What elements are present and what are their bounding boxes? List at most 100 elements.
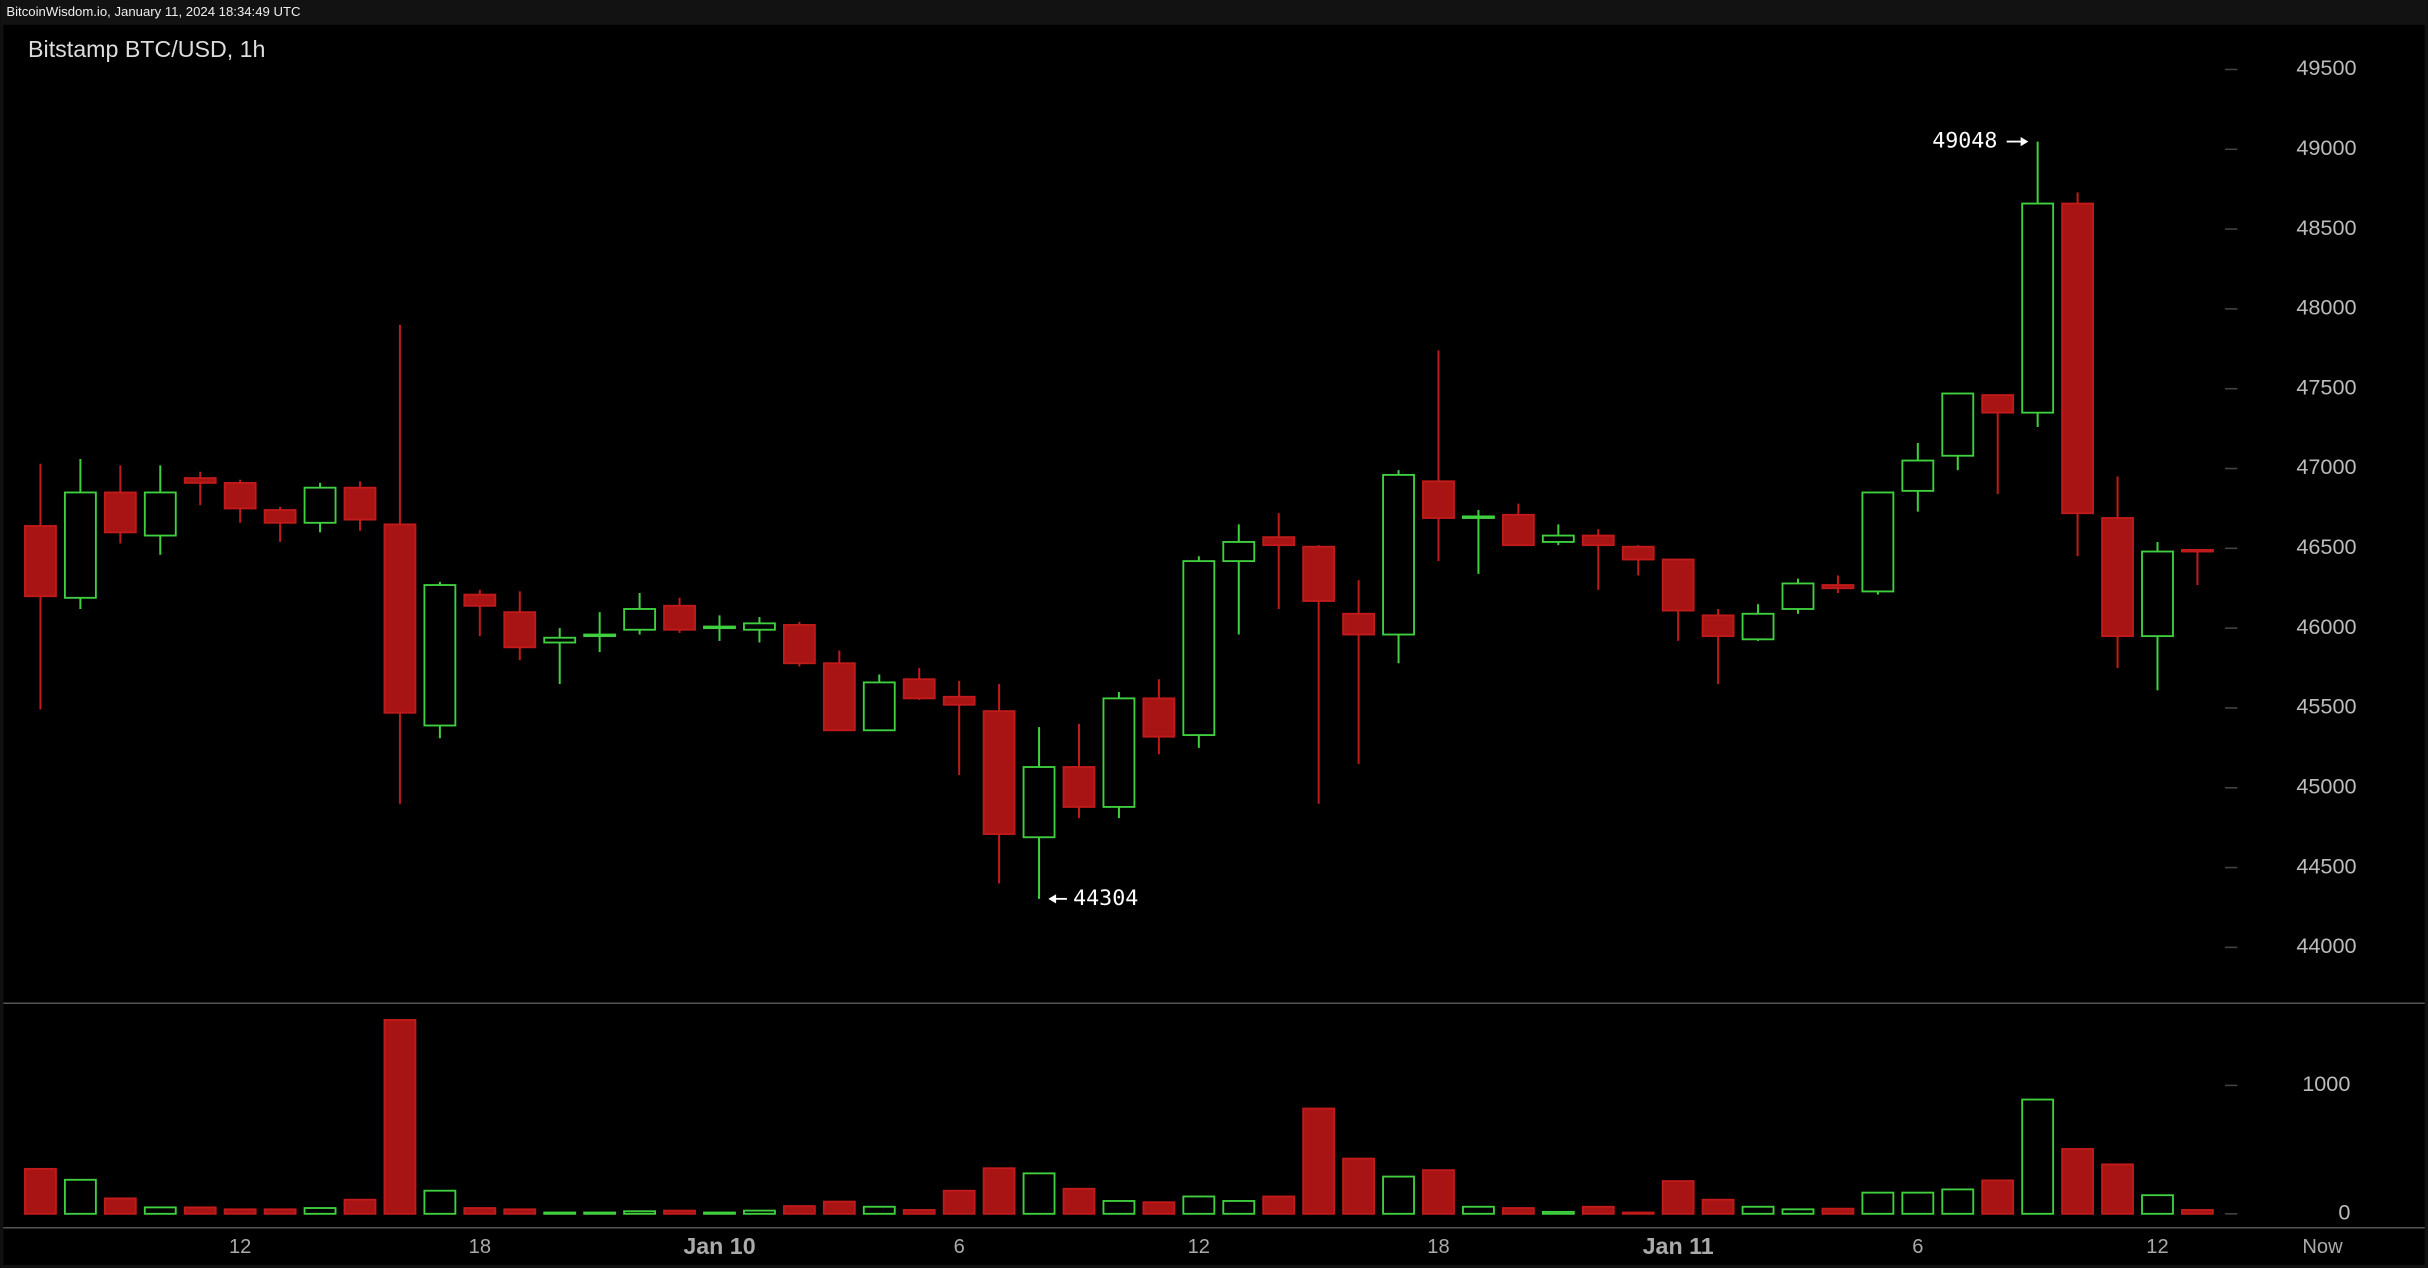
volume-bar: [1501, 1207, 1535, 1215]
candle-body: [463, 593, 497, 607]
volume-bar: [1222, 1200, 1256, 1215]
candle-body: [743, 622, 776, 631]
x-tick-label: 6: [954, 1236, 965, 1258]
y-tick-label: 45500: [2296, 694, 2356, 719]
candle-body: [1741, 612, 1775, 641]
candle-body: [2021, 202, 2055, 414]
volume-bar: [1142, 1201, 1176, 1215]
candle-body: [703, 625, 736, 630]
candle-body: [143, 491, 177, 537]
candle-body: [2141, 550, 2174, 638]
candle-body: [1581, 534, 1615, 547]
candle-body: [103, 491, 137, 534]
candle-body: [1222, 541, 1256, 563]
candle-body: [2101, 517, 2134, 638]
candle-body: [263, 509, 297, 524]
volume-bar: [1102, 1200, 1136, 1215]
candle-body: [982, 710, 1016, 835]
candle-body: [1861, 491, 1895, 593]
x-tick-label: Jan 11: [1643, 1233, 1714, 1259]
y-tick-label: 48500: [2296, 215, 2356, 240]
volume-bar: [24, 1167, 57, 1215]
volume-bar: [982, 1167, 1016, 1215]
volume-bar: [1062, 1187, 1096, 1215]
volume-bar: [2181, 1209, 2214, 1215]
volume-bar: [103, 1197, 137, 1215]
candle-body: [303, 486, 337, 524]
volume-bar: [143, 1206, 177, 1215]
volume-bar: [1661, 1180, 1695, 1215]
volume-tick-label: 1000: [2302, 1071, 2350, 1096]
candle-body: [1302, 545, 1336, 602]
x-tick-label: 12: [229, 1236, 251, 1258]
volume-bar: [583, 1211, 617, 1215]
x-tick-label: 12: [2146, 1236, 2168, 1258]
candle-body: [1541, 534, 1575, 543]
volume-bar: [1302, 1107, 1336, 1215]
candle-body: [2061, 202, 2095, 515]
candle-body: [1142, 697, 1176, 738]
volume-bar: [263, 1208, 297, 1215]
now-label: Now: [2302, 1236, 2343, 1258]
chart-title: Bitstamp BTC/USD, 1h: [28, 36, 265, 62]
y-tick-label: 47500: [2296, 374, 2356, 399]
y-tick-label: 44000: [2296, 933, 2356, 958]
arrow-head: [2020, 136, 2029, 147]
candle-body: [1981, 394, 2015, 414]
volume-bar: [1741, 1205, 1775, 1215]
volume-bar: [223, 1208, 257, 1215]
candle-body: [1901, 459, 1935, 492]
candle-body: [1701, 614, 1735, 638]
candle-body: [1422, 480, 1455, 519]
candle-body: [1661, 558, 1695, 612]
low-annotation: 44304: [1073, 886, 1138, 911]
volume-bar: [623, 1210, 657, 1215]
candle-body: [2181, 548, 2214, 553]
volume-bar: [503, 1208, 537, 1215]
x-tick-label: 12: [1188, 1236, 1210, 1258]
candle-body: [343, 486, 377, 521]
volume-bar: [1462, 1205, 1495, 1215]
candle-body: [822, 662, 856, 732]
x-tick-label: 6: [1912, 1236, 1923, 1258]
volume-bar: [1022, 1172, 1056, 1215]
volume-bar: [2061, 1148, 2095, 1215]
volume-bar: [303, 1207, 337, 1215]
volume-tick-label: 0: [2338, 1200, 2350, 1225]
candle-body: [1821, 584, 1855, 590]
candle-body: [1182, 560, 1216, 737]
candle-body: [623, 608, 657, 631]
volume-bar: [2141, 1194, 2174, 1215]
volume-bar: [1182, 1195, 1216, 1215]
volume-bar: [1861, 1191, 1895, 1215]
candle-body: [383, 523, 417, 714]
volume-bar: [1941, 1188, 1975, 1215]
candle-body: [63, 491, 97, 599]
volume-bar: [782, 1205, 816, 1215]
y-tick-label: 48000: [2296, 295, 2356, 320]
candle-body: [862, 681, 896, 732]
candle-body: [1342, 612, 1376, 636]
candle-body: [1501, 513, 1535, 547]
candle-body: [1262, 536, 1296, 547]
candle-body: [902, 678, 936, 700]
candle-body: [24, 525, 57, 598]
x-tick-label: 18: [469, 1236, 491, 1258]
volume-bar: [743, 1209, 776, 1215]
volume-bar: [942, 1189, 976, 1215]
volume-bar: [1821, 1207, 1855, 1215]
volume-bar: [383, 1019, 417, 1215]
candle-body: [583, 633, 617, 638]
y-tick-label: 46000: [2296, 614, 2356, 639]
volume-bar: [663, 1209, 696, 1215]
candle-body: [223, 481, 257, 510]
volume-bar: [1981, 1179, 2015, 1215]
volume-bar: [822, 1200, 856, 1215]
candle-body: [423, 584, 457, 727]
volume-bar: [2021, 1098, 2055, 1215]
high-annotation: 49048: [1932, 129, 1997, 154]
candle-body: [1781, 582, 1815, 610]
volume-bar: [463, 1207, 497, 1215]
